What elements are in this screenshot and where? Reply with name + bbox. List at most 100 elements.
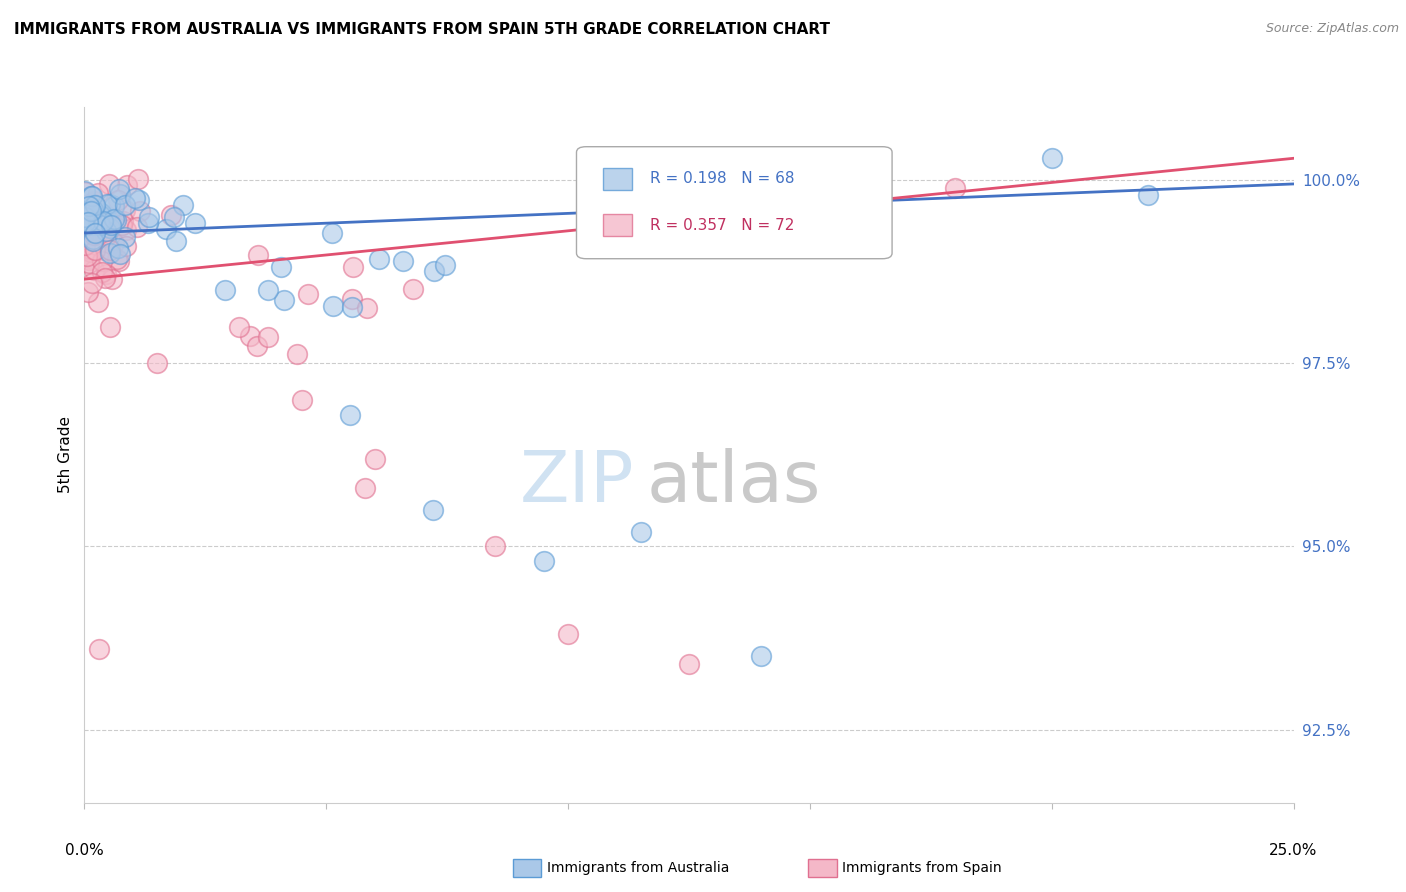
Text: ZIP: ZIP <box>520 449 634 517</box>
Point <box>484 540 506 554</box>
Point <box>100 220 122 235</box>
Point <box>321 226 343 240</box>
Point <box>155 222 177 236</box>
Point <box>96 211 118 225</box>
Point <box>423 264 446 278</box>
Point <box>75 210 97 224</box>
Point <box>751 649 773 664</box>
Point <box>363 451 385 466</box>
Point <box>112 214 135 228</box>
Point <box>108 247 131 261</box>
Point <box>79 211 101 226</box>
Point <box>80 189 103 203</box>
Point <box>94 209 117 223</box>
Point <box>84 213 107 227</box>
Point <box>83 243 105 257</box>
Point <box>93 243 115 257</box>
Point <box>183 216 205 230</box>
Point <box>82 232 104 246</box>
Point <box>125 219 148 234</box>
Point <box>129 204 152 219</box>
Point <box>100 218 122 232</box>
Point <box>79 242 101 256</box>
Point <box>87 294 110 309</box>
Point <box>75 198 97 212</box>
Point <box>678 657 700 671</box>
Point <box>77 233 100 247</box>
Point <box>124 191 146 205</box>
Point <box>100 271 122 285</box>
Point <box>115 178 138 192</box>
Point <box>89 211 111 226</box>
Point <box>257 283 280 297</box>
Point <box>77 199 100 213</box>
FancyBboxPatch shape <box>603 168 633 190</box>
Point <box>104 213 127 227</box>
Point <box>256 329 278 343</box>
Point <box>114 202 136 217</box>
Text: Immigrants from Spain: Immigrants from Spain <box>842 861 1002 875</box>
Point <box>89 214 111 228</box>
Point <box>342 260 364 274</box>
Point <box>90 206 112 220</box>
Point <box>228 319 250 334</box>
Point <box>291 392 314 407</box>
Text: R = 0.357   N = 72: R = 0.357 N = 72 <box>650 218 794 233</box>
Point <box>392 254 415 268</box>
Point <box>322 299 344 313</box>
Point <box>273 293 295 307</box>
Point <box>533 554 555 568</box>
Point <box>76 249 98 263</box>
Point <box>103 212 125 227</box>
Point <box>107 194 129 208</box>
Point <box>83 198 105 212</box>
Point <box>82 203 104 218</box>
Text: 25.0%: 25.0% <box>1270 843 1317 858</box>
Point <box>1137 188 1160 202</box>
Point <box>422 503 444 517</box>
Point <box>89 218 111 232</box>
Point <box>75 238 97 252</box>
Point <box>75 211 97 226</box>
Point <box>342 292 364 306</box>
Point <box>75 244 97 258</box>
Point <box>83 227 105 242</box>
Point <box>98 246 121 260</box>
Point <box>80 196 103 211</box>
Point <box>91 229 114 244</box>
Point <box>114 197 136 211</box>
Point <box>75 186 97 200</box>
Point <box>83 263 105 277</box>
FancyBboxPatch shape <box>603 214 633 236</box>
Point <box>1040 151 1063 165</box>
Point <box>127 172 149 186</box>
Point <box>111 218 134 232</box>
Point <box>75 232 97 246</box>
Point <box>246 339 269 353</box>
Y-axis label: 5th Grade: 5th Grade <box>58 417 73 493</box>
Point <box>107 254 129 268</box>
Point <box>77 215 100 229</box>
Point <box>107 241 129 255</box>
Point <box>114 239 136 253</box>
Point <box>342 300 364 314</box>
Point <box>80 203 103 218</box>
Text: atlas: atlas <box>647 449 821 517</box>
Point <box>79 252 101 266</box>
Point <box>160 208 183 222</box>
Point <box>91 213 114 227</box>
Point <box>84 227 107 241</box>
Point <box>98 244 121 258</box>
Point <box>98 197 121 211</box>
Text: IMMIGRANTS FROM AUSTRALIA VS IMMIGRANTS FROM SPAIN 5TH GRADE CORRELATION CHART: IMMIGRANTS FROM AUSTRALIA VS IMMIGRANTS … <box>14 22 830 37</box>
Point <box>98 178 121 192</box>
Point <box>247 248 270 262</box>
Text: Immigrants from Australia: Immigrants from Australia <box>547 861 730 875</box>
Point <box>87 642 110 657</box>
Point <box>368 252 391 266</box>
Point <box>96 197 118 211</box>
Point <box>80 245 103 260</box>
Point <box>76 285 98 299</box>
Point <box>98 320 121 334</box>
Point <box>239 329 262 343</box>
